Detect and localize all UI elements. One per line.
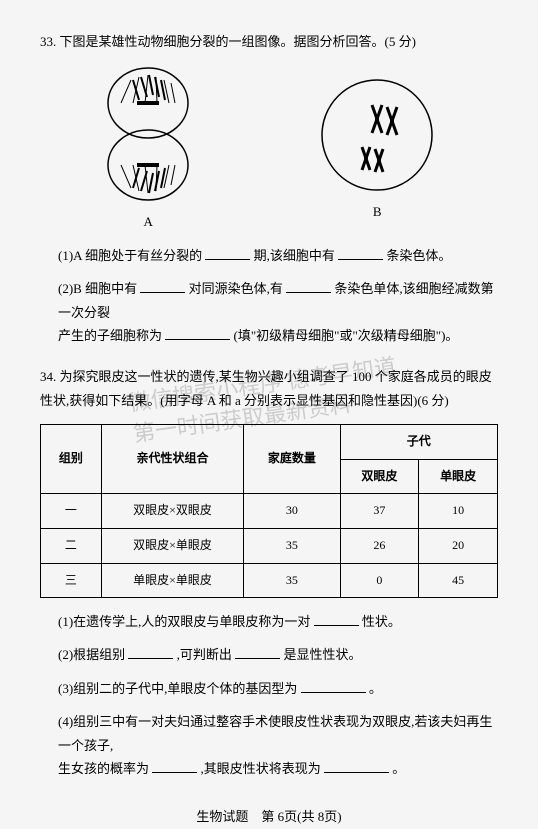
q34-sub1-text1: (1)在遗传学上,人的双眼皮与单眼皮称为一对 bbox=[58, 614, 310, 629]
table-row: 一 双眼皮×双眼皮 30 37 10 bbox=[41, 494, 498, 529]
question-33: 33. 下图是某雄性动物细胞分裂的一组图像。据图分析回答。(5 分) A bbox=[40, 30, 498, 347]
blank bbox=[338, 244, 383, 260]
table-row: 三 单眼皮×单眼皮 35 0 45 bbox=[41, 563, 498, 598]
q34-sub1: (1)在遗传学上,人的双眼皮与单眼皮称为一对 性状。 bbox=[40, 610, 498, 633]
q34-sub3-text1: (3)组别二的子代中,单眼皮个体的基因型为 bbox=[58, 681, 297, 696]
page-footer: 生物试题 第 6页(共 8页) bbox=[40, 805, 498, 828]
q33-sub1-text2: 期,该细胞中有 bbox=[254, 248, 335, 263]
q34-sub2: (2)根据组别 ,可判断出 是显性性状。 bbox=[40, 643, 498, 666]
cell: 35 bbox=[244, 563, 341, 598]
q33-sub2-text4: 产生的子细胞称为 bbox=[58, 328, 162, 343]
th-family: 家庭数量 bbox=[244, 425, 341, 494]
cell: 0 bbox=[340, 563, 419, 598]
q33-sub1-text3: 条染色体。 bbox=[386, 248, 451, 263]
diagram-a-svg bbox=[101, 65, 196, 205]
blank bbox=[324, 757, 389, 773]
th-single: 单眼皮 bbox=[419, 459, 498, 494]
diagram-b-container: B bbox=[317, 75, 437, 223]
table-header-row: 组别 亲代性状组合 家庭数量 子代 bbox=[41, 425, 498, 460]
blank bbox=[301, 677, 366, 693]
cell: 三 bbox=[41, 563, 102, 598]
table-row: 二 双眼皮×单眼皮 35 26 20 bbox=[41, 528, 498, 563]
q34-sub4-line1: (4)组别三中有一对夫妇通过整容手术使眼皮性状表现为双眼皮,若该夫妇再生一个孩子… bbox=[58, 714, 492, 752]
blank bbox=[314, 610, 359, 626]
blank bbox=[165, 324, 230, 340]
page-content: 33. 下图是某雄性动物细胞分裂的一组图像。据图分析回答。(5 分) A bbox=[40, 30, 498, 829]
q34-sub3-text2: 。 bbox=[369, 681, 382, 696]
q34-sub2-text3: 是显性性状。 bbox=[283, 647, 361, 662]
q33-sub2: (2)B 细胞中有 对同源染色体,有 条染色单体,该细胞经减数第一次分裂 产生的… bbox=[40, 277, 498, 347]
q34-sub4-text1: 生女孩的概率为 bbox=[58, 761, 149, 776]
blank bbox=[152, 757, 197, 773]
cell: 一 bbox=[41, 494, 102, 529]
th-offspring: 子代 bbox=[340, 425, 497, 460]
cell: 37 bbox=[340, 494, 419, 529]
cell: 二 bbox=[41, 528, 102, 563]
diagram-a-container: A bbox=[101, 65, 196, 233]
q33-sub1-text1: (1)A 细胞处于有丝分裂的 bbox=[58, 248, 202, 263]
th-group: 组别 bbox=[41, 425, 102, 494]
q33-diagrams: A B bbox=[40, 65, 498, 233]
q34-title: 34. 为探究眼皮这一性状的遗传,某生物兴趣小组调查了 100 个家庭各成员的眼… bbox=[40, 365, 498, 412]
cell: 单眼皮×单眼皮 bbox=[101, 563, 243, 598]
q34-sub2-text1: (2)根据组别 bbox=[58, 647, 125, 662]
q34-sub4-text3: 。 bbox=[392, 761, 405, 776]
q34-sub2-text2: ,可判断出 bbox=[177, 647, 232, 662]
diagram-b-svg bbox=[317, 75, 437, 195]
question-34: 34. 为探究眼皮这一性状的遗传,某生物兴趣小组调查了 100 个家庭各成员的眼… bbox=[40, 365, 498, 780]
cell: 45 bbox=[419, 563, 498, 598]
blank bbox=[286, 277, 331, 293]
q33-sub1: (1)A 细胞处于有丝分裂的 期,该细胞中有 条染色体。 bbox=[40, 244, 498, 267]
q34-sub3: (3)组别二的子代中,单眼皮个体的基因型为 。 bbox=[40, 677, 498, 700]
q34-table: 组别 亲代性状组合 家庭数量 子代 双眼皮 单眼皮 一 双眼皮×双眼皮 30 3… bbox=[40, 424, 498, 598]
q33-title: 33. 下图是某雄性动物细胞分裂的一组图像。据图分析回答。(5 分) bbox=[40, 30, 498, 53]
th-double: 双眼皮 bbox=[340, 459, 419, 494]
blank bbox=[235, 643, 280, 659]
diagram-a-label: A bbox=[144, 210, 153, 233]
cell: 10 bbox=[419, 494, 498, 529]
blank bbox=[205, 244, 250, 260]
q33-sub2-text5: (填"初级精母细胞"或"次级精母细胞")。 bbox=[234, 328, 459, 343]
cell: 30 bbox=[244, 494, 341, 529]
blank bbox=[140, 277, 185, 293]
cell: 双眼皮×单眼皮 bbox=[101, 528, 243, 563]
cell: 26 bbox=[340, 528, 419, 563]
q33-sub2-text2: 对同源染色体,有 bbox=[189, 281, 283, 296]
th-parent: 亲代性状组合 bbox=[101, 425, 243, 494]
blank bbox=[128, 643, 173, 659]
cell: 20 bbox=[419, 528, 498, 563]
q34-sub4-text2: ,其眼皮性状将表现为 bbox=[201, 761, 321, 776]
diagram-b-label: B bbox=[373, 200, 382, 223]
q33-sub2-text1: (2)B 细胞中有 bbox=[58, 281, 137, 296]
cell: 35 bbox=[244, 528, 341, 563]
cell: 双眼皮×双眼皮 bbox=[101, 494, 243, 529]
q34-sub4: (4)组别三中有一对夫妇通过整容手术使眼皮性状表现为双眼皮,若该夫妇再生一个孩子… bbox=[40, 710, 498, 780]
q34-sub1-text2: 性状。 bbox=[362, 614, 401, 629]
